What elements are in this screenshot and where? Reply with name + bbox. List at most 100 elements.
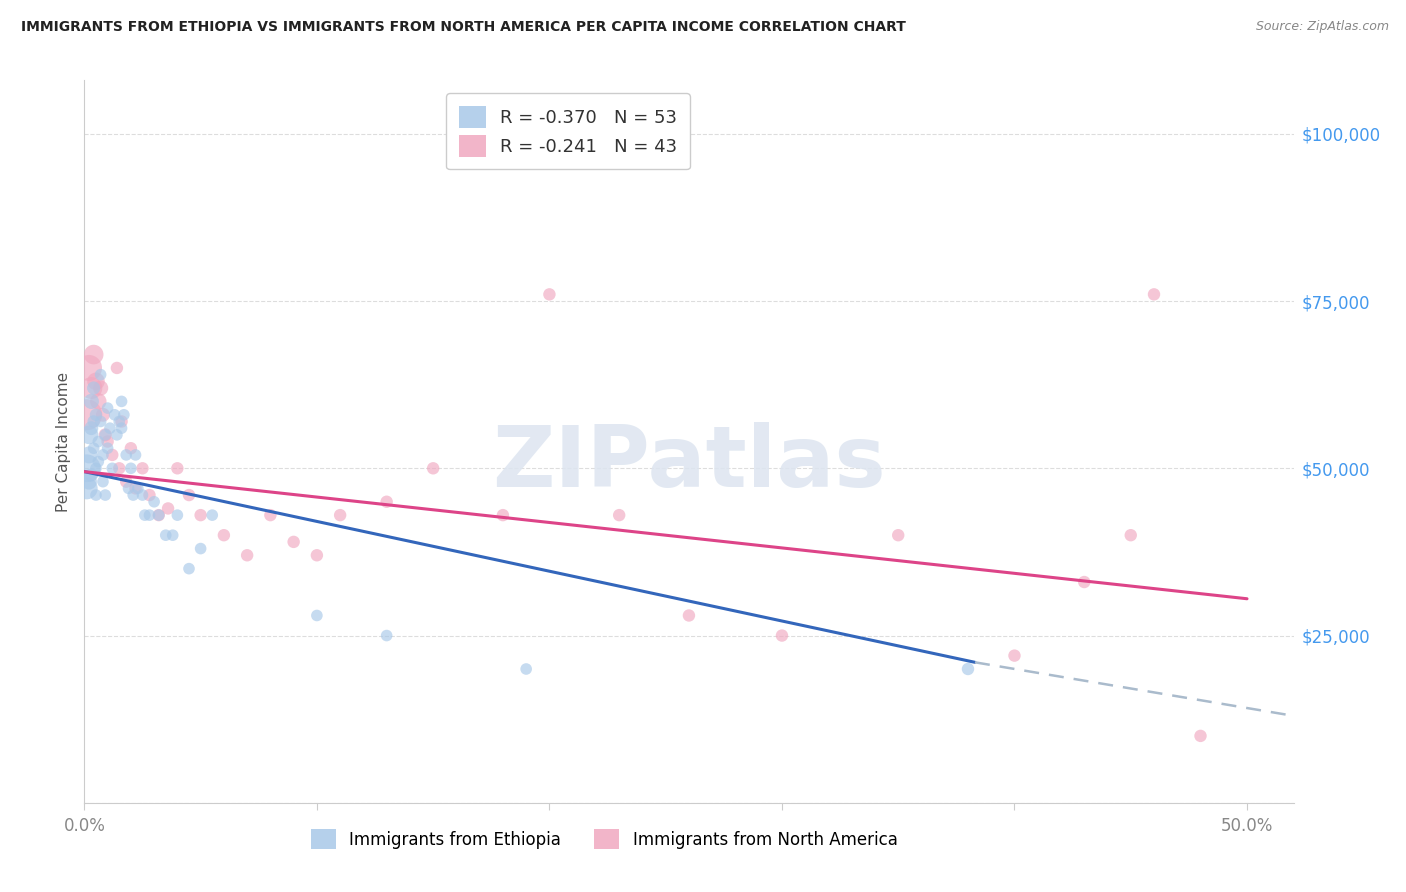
- Point: [1143, 287, 1166, 301]
- Point: [76, 482, 98, 496]
- Point: [84, 488, 107, 502]
- Point: [305, 608, 328, 623]
- Point: [117, 482, 139, 496]
- Point: [105, 427, 128, 442]
- Point: [83, 381, 105, 395]
- Point: [90, 368, 112, 382]
- Point: [90, 414, 112, 428]
- Point: [77, 427, 100, 442]
- Point: [91, 475, 114, 489]
- Point: [105, 361, 128, 376]
- Point: [138, 508, 160, 523]
- Point: [236, 548, 259, 563]
- Point: [201, 508, 224, 523]
- Point: [76, 408, 98, 422]
- Point: [83, 441, 105, 455]
- Point: [1073, 575, 1095, 590]
- Text: IMMIGRANTS FROM ETHIOPIA VS IMMIGRANTS FROM NORTH AMERICA PER CAPITA INCOME CORR: IMMIGRANTS FROM ETHIOPIA VS IMMIGRANTS F…: [21, 20, 905, 34]
- Point: [329, 508, 352, 523]
- Point: [375, 628, 398, 642]
- Point: [143, 494, 166, 508]
- Point: [87, 434, 110, 449]
- Point: [148, 508, 170, 523]
- Point: [77, 448, 100, 462]
- Point: [80, 381, 103, 395]
- Point: [956, 662, 979, 676]
- Point: [80, 467, 103, 482]
- Point: [97, 401, 120, 416]
- Point: [104, 408, 127, 422]
- Point: [98, 421, 121, 435]
- Point: [138, 488, 160, 502]
- Point: [259, 508, 281, 523]
- Point: [177, 562, 200, 576]
- Point: [108, 461, 131, 475]
- Point: [110, 394, 132, 409]
- Point: [166, 461, 188, 475]
- Point: [1189, 729, 1212, 743]
- Point: [76, 461, 98, 475]
- Point: [492, 508, 515, 523]
- Point: [97, 441, 120, 455]
- Point: [115, 448, 138, 462]
- Point: [283, 534, 305, 549]
- Point: [94, 427, 117, 442]
- Point: [97, 434, 120, 449]
- Point: [87, 454, 110, 469]
- Point: [678, 608, 700, 623]
- Point: [887, 528, 910, 542]
- Point: [124, 482, 146, 496]
- Point: [162, 528, 184, 542]
- Point: [108, 414, 131, 428]
- Point: [120, 441, 142, 455]
- Point: [212, 528, 235, 542]
- Point: [375, 494, 398, 508]
- Point: [148, 508, 170, 523]
- Point: [84, 461, 107, 475]
- Point: [94, 427, 117, 442]
- Text: ZIPatlas: ZIPatlas: [492, 422, 886, 505]
- Point: [124, 448, 146, 462]
- Point: [1004, 648, 1026, 663]
- Point: [607, 508, 630, 523]
- Point: [83, 414, 105, 428]
- Point: [84, 375, 107, 389]
- Point: [190, 508, 212, 523]
- Point: [422, 461, 444, 475]
- Text: Source: ZipAtlas.com: Source: ZipAtlas.com: [1256, 20, 1389, 33]
- Point: [101, 448, 124, 462]
- Point: [91, 448, 114, 462]
- Point: [515, 662, 537, 676]
- Point: [110, 414, 132, 428]
- Point: [122, 488, 145, 502]
- Point: [94, 488, 117, 502]
- Point: [127, 482, 149, 496]
- Point: [190, 541, 212, 556]
- Point: [84, 408, 107, 422]
- Point: [120, 461, 142, 475]
- Point: [115, 475, 138, 489]
- Point: [101, 461, 124, 475]
- Point: [166, 508, 188, 523]
- Y-axis label: Per Capita Income: Per Capita Income: [56, 371, 72, 512]
- Point: [157, 501, 180, 516]
- Point: [83, 348, 105, 362]
- Legend: Immigrants from Ethiopia, Immigrants from North America: Immigrants from Ethiopia, Immigrants fro…: [304, 822, 904, 856]
- Point: [77, 475, 100, 489]
- Point: [110, 421, 132, 435]
- Point: [112, 408, 135, 422]
- Point: [770, 628, 793, 642]
- Point: [131, 488, 153, 502]
- Point: [1119, 528, 1142, 542]
- Point: [177, 488, 200, 502]
- Point: [80, 421, 103, 435]
- Point: [80, 394, 103, 409]
- Point: [131, 461, 153, 475]
- Point: [134, 508, 156, 523]
- Point: [77, 361, 100, 376]
- Point: [87, 394, 110, 409]
- Point: [155, 528, 177, 542]
- Point: [305, 548, 328, 563]
- Point: [90, 381, 112, 395]
- Point: [91, 408, 114, 422]
